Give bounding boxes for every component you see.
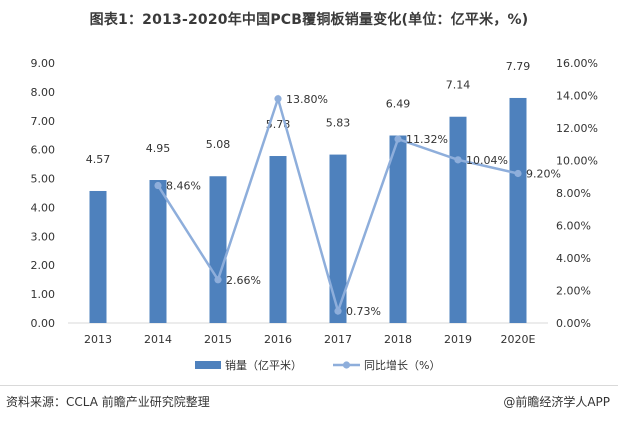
line-point (154, 181, 162, 190)
x-tick-label: 2014 (144, 333, 172, 346)
legend-line-marker (342, 361, 351, 369)
bar-label: 7.79 (506, 60, 531, 73)
line-label: 10.04% (466, 154, 508, 167)
chart-title: 图表1：2013-2020年中国PCB覆铜板销量变化(单位：亿平米，%) (89, 12, 529, 28)
bar-label: 5.08 (206, 138, 231, 151)
left-axis-ticks: 0.00 1.00 2.00 3.00 4.00 5.00 6.00 7.00 8.00 9.00 (31, 57, 56, 330)
legend-line-label: 同比增长（%） (364, 358, 440, 372)
x-tick-label: 2016 (264, 333, 292, 346)
right-tick-label: 8.00% (556, 187, 591, 200)
bar-label: 6.49 (386, 98, 411, 111)
line-label: 9.20% (526, 168, 561, 181)
left-tick-label: 7.00 (31, 115, 56, 128)
left-tick-label: 3.00 (31, 230, 56, 243)
line-data-labels: 8.46% 2.66% 13.80% 0.73% 11.32% 10.04% 9.20% (166, 93, 561, 318)
bar (89, 190, 107, 323)
bar-label: 5.83 (326, 117, 351, 130)
x-tick-label: 2017 (324, 333, 352, 346)
bar-series (89, 97, 527, 323)
bar-label: 7.14 (446, 79, 471, 92)
legend-bar-swatch (195, 361, 221, 369)
line-label: 11.32% (406, 133, 448, 146)
brand-note: @前瞻经济学人APP (503, 395, 610, 409)
left-tick-label: 2.00 (31, 259, 56, 272)
left-tick-label: 4.00 (31, 201, 56, 214)
right-tick-label: 6.00% (556, 220, 591, 233)
bar (149, 180, 167, 323)
line-point (454, 156, 462, 164)
line-point (514, 169, 522, 178)
right-axis-ticks: 0.00% 2.00% 4.00% 6.00% 8.00% 10.00% 12.00% 14.… (556, 57, 598, 330)
legend-bar-label: 销量（亿平米） (225, 358, 302, 372)
bar (449, 116, 467, 323)
right-tick-label: 4.00% (556, 252, 591, 265)
line-point (274, 95, 282, 103)
x-tick-label: 2018 (384, 333, 412, 346)
line-label: 2.66% (226, 274, 261, 287)
left-tick-label: 6.00 (31, 144, 56, 157)
left-tick-label: 8.00 (31, 86, 56, 99)
x-tick-label: 2020E (501, 333, 536, 346)
bar (209, 176, 227, 323)
bar (389, 135, 407, 323)
x-tick-label: 2015 (204, 333, 232, 346)
line-label: 13.80% (286, 93, 328, 106)
bar (269, 156, 287, 323)
x-tick-label: 2013 (84, 333, 112, 346)
legend: 销量（亿平米） 同比增长（%） (195, 358, 440, 372)
right-tick-label: 14.00% (556, 90, 598, 103)
line-point (334, 307, 342, 315)
x-axis-ticks: 2013 2014 2015 2016 2017 2018 2019 2020E (84, 333, 536, 346)
bar-label: 4.95 (146, 142, 171, 155)
right-tick-label: 2.00% (556, 285, 591, 298)
line-point (214, 276, 222, 284)
bar (329, 154, 347, 323)
right-tick-label: 0.00% (556, 317, 591, 330)
line-label: 8.46% (166, 180, 201, 193)
bar (509, 97, 527, 323)
left-tick-label: 0.00 (31, 317, 56, 330)
line-label: 0.73% (346, 305, 381, 318)
left-tick-label: 5.00 (31, 173, 56, 186)
source-note: 资料来源：CCLA 前瞻产业研究院整理 (6, 395, 210, 409)
x-tick-label: 2019 (444, 333, 472, 346)
left-tick-label: 1.00 (31, 288, 56, 301)
right-tick-label: 16.00% (556, 57, 598, 70)
right-tick-label: 12.00% (556, 122, 598, 135)
left-tick-label: 9.00 (31, 57, 56, 70)
growth-points (154, 95, 522, 315)
right-tick-label: 10.00% (556, 155, 598, 168)
bar-label: 4.57 (86, 153, 111, 166)
line-point (394, 135, 402, 143)
divider (0, 385, 618, 386)
